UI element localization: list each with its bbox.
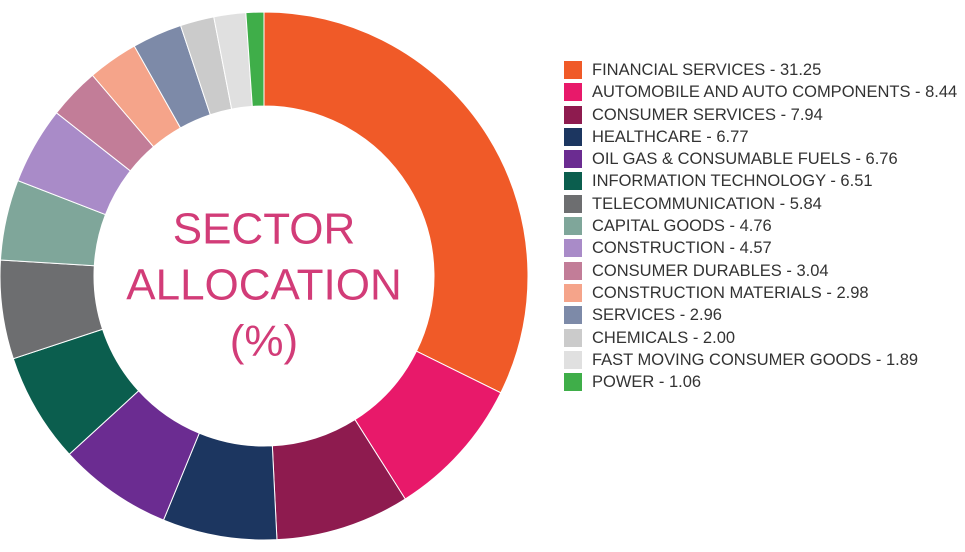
legend-swatch — [564, 306, 582, 325]
legend-label: OIL GAS & CONSUMABLE FUELS - 6.76 — [592, 150, 898, 169]
legend-item: HEALTHCARE - 6.77 — [564, 126, 960, 148]
legend-label: CONSUMER SERVICES - 7.94 — [592, 105, 823, 124]
legend-swatch — [564, 150, 582, 169]
chart: SECTOR ALLOCATION (%) — [0, 11, 529, 541]
legend-label: FAST MOVING CONSUMER GOODS - 1.89 — [592, 350, 919, 369]
legend-item: FAST MOVING CONSUMER GOODS - 1.89 — [564, 349, 960, 371]
legend-label: HEALTHCARE - 6.77 — [592, 127, 749, 146]
legend-item: FINANCIAL SERVICES - 31.25 — [564, 59, 960, 81]
legend-label: AUTOMOBILE AND AUTO COMPONENTS - 8.44 — [592, 83, 958, 102]
legend-swatch — [564, 239, 582, 258]
legend-item: CONSTRUCTION MATERIALS - 2.98 — [564, 282, 960, 304]
legend-item: CHEMICALS - 2.00 — [564, 327, 960, 349]
legend-swatch — [564, 172, 582, 191]
legend-label: CHEMICALS - 2.00 — [592, 328, 736, 347]
legend-item: CAPITAL GOODS - 4.76 — [564, 215, 960, 237]
legend-swatch — [564, 105, 582, 124]
legend-swatch — [564, 350, 582, 369]
legend-swatch — [564, 261, 582, 280]
legend-swatch — [564, 373, 582, 392]
legend-label: TELECOMMUNICATION - 5.84 — [592, 194, 822, 213]
legend-swatch — [564, 127, 582, 146]
legend-item: AUTOMOBILE AND AUTO COMPONENTS - 8.44 — [564, 81, 960, 103]
donut-slice — [245, 11, 265, 107]
legend-item: CONSUMER DURABLES - 3.04 — [564, 260, 960, 282]
legend-swatch — [564, 328, 582, 347]
legend-label: SERVICES - 2.96 — [592, 306, 722, 325]
legend-swatch — [564, 217, 582, 236]
legend-label: CONSTRUCTION MATERIALS - 2.98 — [592, 283, 869, 302]
legend-item: INFORMATION TECHNOLOGY - 6.51 — [564, 170, 960, 192]
center-title: SECTOR — [173, 205, 356, 254]
legend-swatch — [564, 83, 582, 102]
legend-item: OIL GAS & CONSUMABLE FUELS - 6.76 — [564, 148, 960, 170]
donut-slice — [263, 11, 529, 394]
legend-swatch — [564, 283, 582, 302]
legend-label: CONSTRUCTION - 4.57 — [592, 239, 772, 258]
legend-item: POWER - 1.06 — [564, 371, 960, 393]
legend-label: CAPITAL GOODS - 4.76 — [592, 217, 772, 236]
legend-item: SERVICES - 2.96 — [564, 304, 960, 326]
legend: FINANCIAL SERVICES - 31.25 AUTOMOBILE AND… — [564, 59, 960, 393]
legend-item: TELECOMMUNICATION - 5.84 — [564, 193, 960, 215]
legend-item: CONSTRUCTION - 4.57 — [564, 237, 960, 259]
legend-swatch — [564, 194, 582, 213]
legend-swatch — [564, 61, 582, 79]
legend-item: CONSUMER SERVICES - 7.94 — [564, 104, 960, 126]
legend-label: FINANCIAL SERVICES - 31.25 — [592, 61, 822, 79]
legend-label: POWER - 1.06 — [592, 373, 702, 392]
center-title: ALLOCATION — [126, 261, 401, 310]
center-title: (%) — [230, 317, 298, 366]
legend-label: CONSUMER DURABLES - 3.04 — [592, 261, 829, 280]
legend-label: INFORMATION TECHNOLOGY - 6.51 — [592, 172, 873, 191]
